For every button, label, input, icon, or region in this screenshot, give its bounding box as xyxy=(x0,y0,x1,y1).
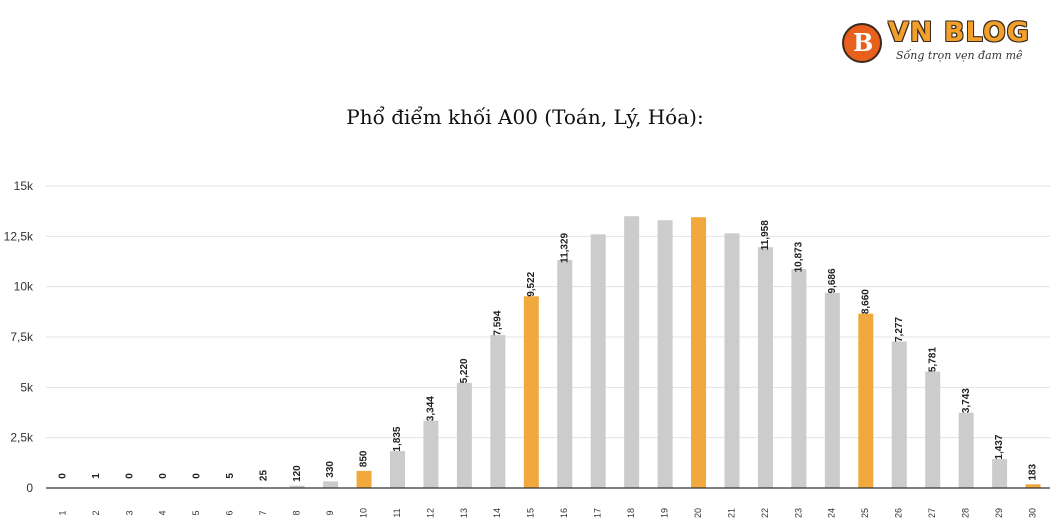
chart-title: Phổ điểm khối A00 (Toán, Lý, Hóa): xyxy=(346,105,704,129)
data-label: 9,522 xyxy=(526,271,537,296)
x-tick-label: 16 xyxy=(559,508,569,518)
bar xyxy=(423,420,439,488)
x-tick-label: 5 xyxy=(191,510,201,515)
x-tick-label: 13 xyxy=(459,508,469,518)
data-label: 0 xyxy=(191,473,202,479)
x-tick-label: 29 xyxy=(994,508,1004,518)
data-label: 850 xyxy=(359,450,370,467)
bar xyxy=(323,481,339,488)
bar xyxy=(724,233,740,488)
x-tick-label: 7 xyxy=(258,510,268,515)
bar xyxy=(791,269,807,488)
x-tick-label: 30 xyxy=(1027,508,1037,518)
data-label: 0 xyxy=(125,473,136,479)
logo-name: VN BLOG xyxy=(888,17,1030,48)
bar xyxy=(523,296,539,488)
data-label: 1,437 xyxy=(994,434,1005,459)
x-tick-label: 20 xyxy=(693,508,703,518)
data-label: 1,835 xyxy=(392,426,403,451)
x-tick-label: 25 xyxy=(860,508,870,518)
data-label: 3,743 xyxy=(961,388,972,413)
data-label: 5,220 xyxy=(459,358,470,383)
x-tick-label: 26 xyxy=(894,508,904,518)
x-tick-label: 1 xyxy=(57,510,67,515)
x-tick-label: 19 xyxy=(659,508,669,518)
data-label: 25 xyxy=(258,469,269,481)
bar xyxy=(456,382,472,488)
data-label: 3,344 xyxy=(426,396,437,421)
data-label: 183 xyxy=(1028,464,1039,481)
x-tick-label: 28 xyxy=(961,508,971,518)
x-tick-label: 3 xyxy=(124,510,134,515)
vnblog-logo: B VN BLOG Sống trọn vẹn đam mê xyxy=(842,18,1032,68)
bar xyxy=(557,259,573,488)
x-tick-label: 21 xyxy=(726,508,736,518)
x-tick-label: 9 xyxy=(325,510,335,515)
bar xyxy=(925,371,941,488)
bar xyxy=(590,234,606,488)
data-label: 5 xyxy=(225,473,236,479)
data-label: 0 xyxy=(158,473,169,479)
x-tick-label: 8 xyxy=(292,510,302,515)
data-label: 9,686 xyxy=(827,268,838,293)
bar xyxy=(289,485,305,488)
data-label: 11,958 xyxy=(760,220,771,250)
bar xyxy=(356,470,372,488)
x-tick-label: 24 xyxy=(827,508,837,518)
x-tick-label: 18 xyxy=(626,508,636,518)
x-tick-label: 23 xyxy=(793,508,803,518)
data-label: 0 xyxy=(58,473,69,479)
data-label: 330 xyxy=(325,461,336,478)
bar xyxy=(891,341,907,488)
x-tick-label: 2 xyxy=(91,510,101,515)
blogger-icon: B xyxy=(842,23,882,63)
x-tick-label: 15 xyxy=(526,508,536,518)
x-tick-label: 11 xyxy=(392,508,402,517)
x-tick-label: 6 xyxy=(225,510,235,515)
data-label: 10,873 xyxy=(794,241,805,272)
y-tick-label: 7,5k xyxy=(10,330,34,344)
bar xyxy=(1025,484,1041,488)
bar xyxy=(824,292,840,488)
y-tick-label: 15k xyxy=(14,179,34,193)
logo-badge-letter: B xyxy=(853,28,874,57)
x-tick-label: 17 xyxy=(593,508,603,518)
x-tick-label: 22 xyxy=(760,508,770,518)
x-tick-label: 27 xyxy=(927,508,937,518)
x-tick-label: 4 xyxy=(158,510,168,515)
data-label: 11,329 xyxy=(559,232,570,262)
data-label: 120 xyxy=(292,465,303,482)
x-tick-label: 10 xyxy=(358,508,368,518)
data-label: 7,277 xyxy=(894,317,905,342)
y-tick-label: 10k xyxy=(14,280,34,294)
data-label: 1 xyxy=(91,473,102,479)
data-label: 7,594 xyxy=(492,310,503,335)
x-tick-label: 14 xyxy=(492,508,502,518)
bar xyxy=(490,335,506,488)
bar xyxy=(624,216,640,488)
y-tick-label: 2,5k xyxy=(10,431,34,445)
bar xyxy=(858,313,874,488)
data-label: 8,660 xyxy=(860,289,871,314)
bar xyxy=(691,217,707,488)
bar xyxy=(757,247,773,488)
y-tick-label: 0 xyxy=(26,481,33,495)
bar xyxy=(657,220,673,488)
bar xyxy=(958,412,974,488)
data-label: 5,781 xyxy=(927,347,938,372)
x-tick-label: 12 xyxy=(425,508,435,518)
bar xyxy=(390,451,405,488)
bar xyxy=(992,459,1008,488)
y-tick-label: 5k xyxy=(20,380,34,394)
logo-tagline: Sống trọn vẹn đam mê xyxy=(896,49,1023,62)
y-tick-label: 12,5k xyxy=(4,229,34,243)
